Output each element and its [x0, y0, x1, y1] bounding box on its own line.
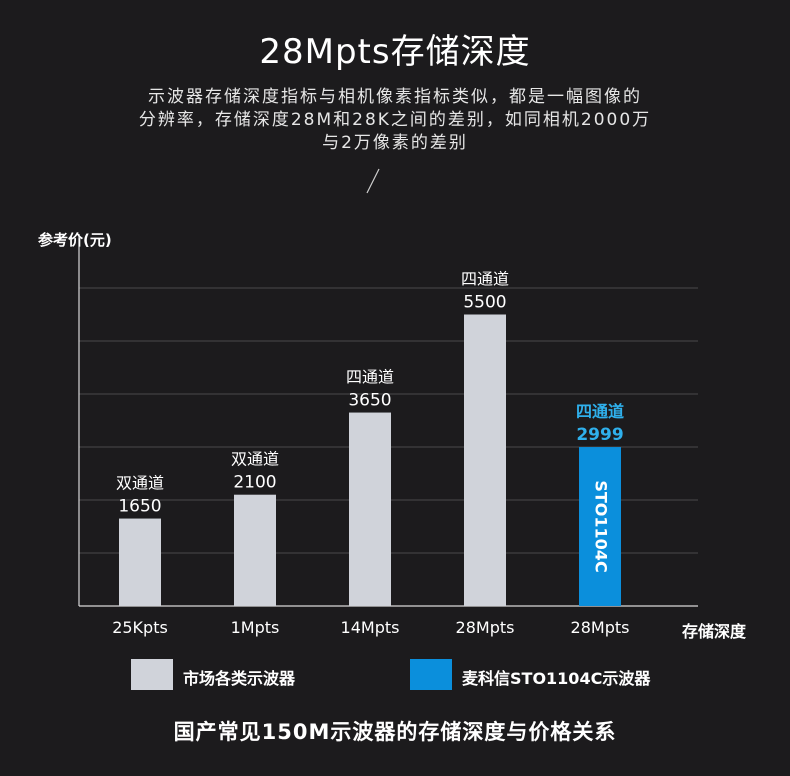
bar [234, 494, 276, 606]
bar-value-label: 2999 [576, 425, 623, 445]
description-line: 分辨率，存储深度28M和28K之间的差别，如同相机2000万 [138, 110, 652, 130]
chart-caption: 国产常见150M示波器的存储深度与价格关系 [173, 720, 617, 744]
y-axis-label: 参考价(元) [38, 231, 112, 249]
x-tick-label: 28Mpts [571, 618, 630, 637]
x-tick-label: 14Mpts [341, 618, 400, 637]
bar-value-label: 5500 [463, 293, 506, 313]
bar [349, 412, 391, 606]
legend-label: 市场各类示波器 [183, 669, 296, 688]
x-tick-label: 1Mpts [231, 618, 280, 637]
description: 示波器存储深度指标与相机像素指标类似，都是一幅图像的 分辨率，存储深度28M和2… [60, 86, 730, 155]
description-line: 示波器存储深度指标与相机像素指标类似，都是一幅图像的 [148, 87, 642, 107]
bar-value-label: 1650 [118, 497, 161, 517]
bar-channel-label: 四通道 [346, 368, 394, 387]
bar [119, 518, 161, 606]
x-tick-label: 28Mpts [456, 618, 515, 637]
bar-value-label: 2100 [233, 473, 276, 493]
bar-channel-label: 双通道 [231, 450, 279, 469]
description-line: 与2万像素的差别 [322, 133, 468, 153]
x-tick-label: 25Kpts [112, 618, 168, 637]
x-axis-label: 存储深度 [682, 622, 747, 641]
decorative-slash [366, 168, 380, 194]
bar-inner-label: STO1104C [592, 480, 611, 572]
bar-channel-label: 双通道 [116, 474, 164, 493]
bar-channel-label: 四通道 [461, 270, 509, 289]
legend-swatch [131, 659, 173, 690]
bar-value-label: 3650 [348, 391, 391, 411]
legend-swatch [410, 659, 452, 690]
page-title: 28Mpts存储深度 [259, 32, 531, 72]
bar-chart: 参考价(元) 存储深度 双通道 1650 25Kpts 双通道 2100 1Mpts 四通道 36… [38, 231, 747, 641]
bar-channel-label: 四通道 [576, 402, 624, 421]
bar [464, 314, 506, 606]
bar [579, 447, 621, 606]
legend-label: 麦科信STO1104C示波器 [462, 669, 651, 688]
